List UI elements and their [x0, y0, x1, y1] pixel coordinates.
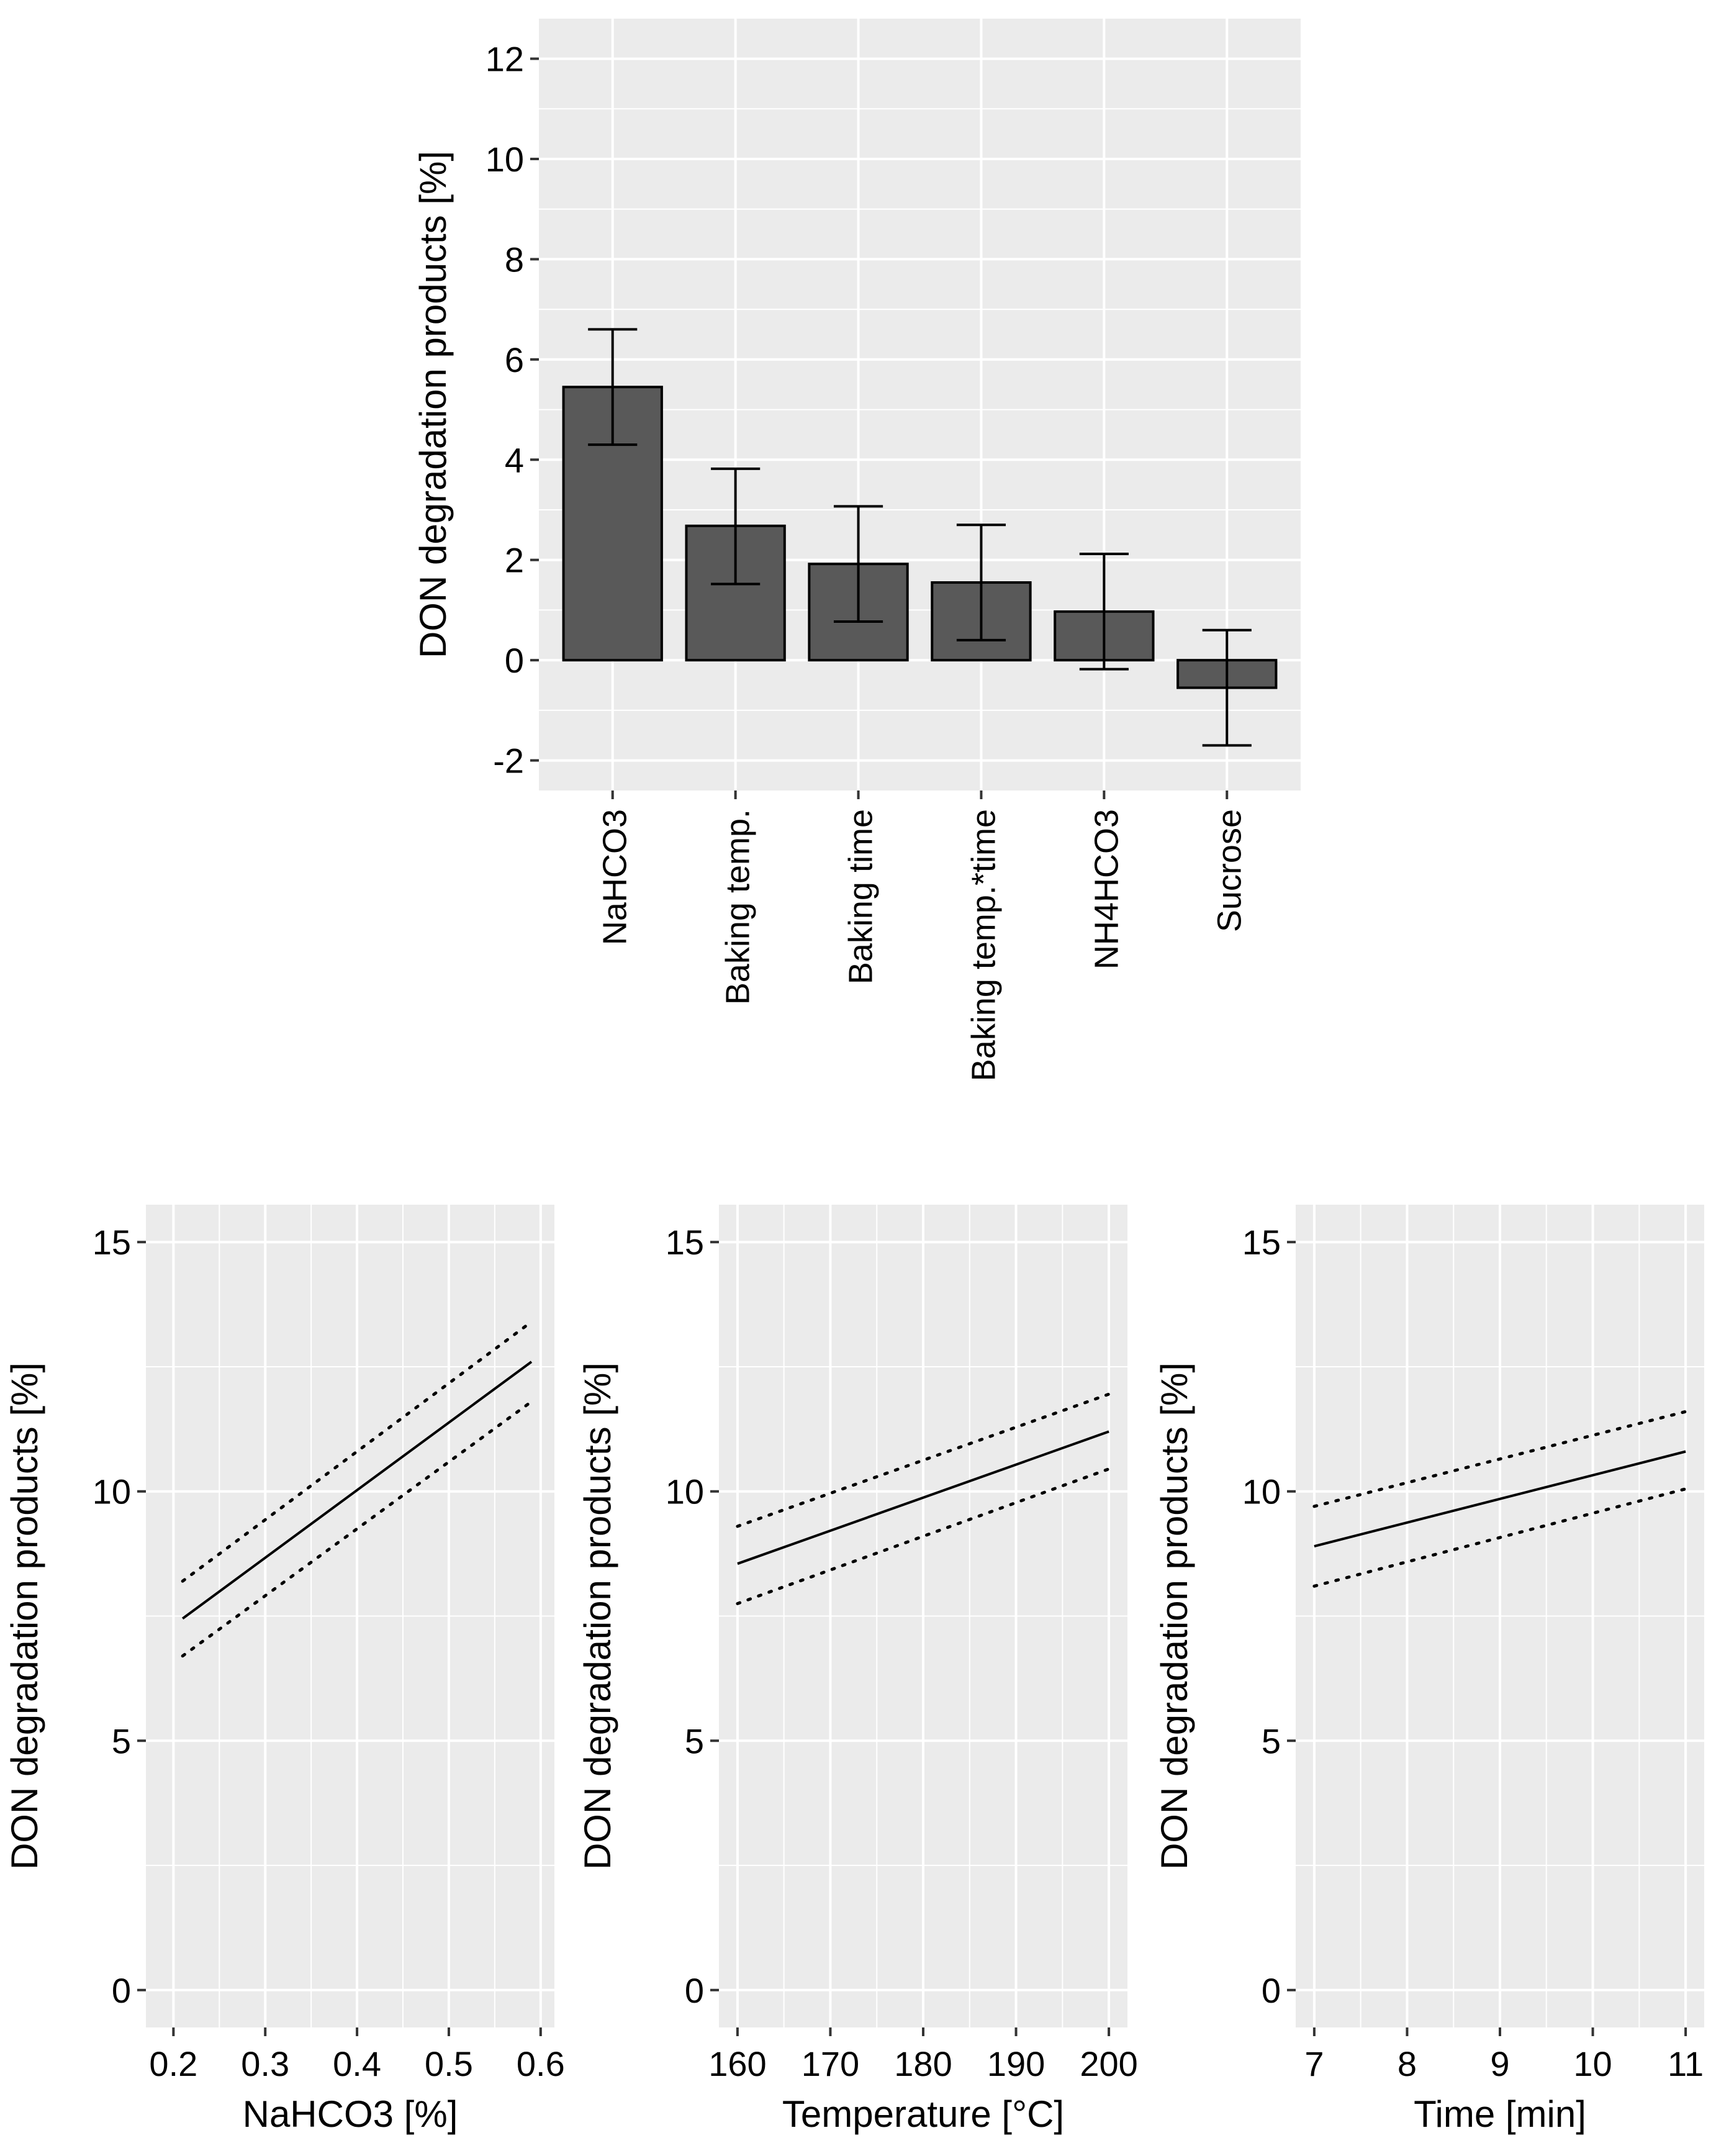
series-line-fit: [1314, 1450, 1686, 1548]
y-tick-label: 10: [485, 140, 524, 179]
y-axis-label: DON degradation products [%]: [412, 151, 454, 658]
error-bar-5: [1202, 628, 1252, 747]
chart-temperature: 160 170 180 190 200 Temperature [°C] 0 5 10 15 DON…: [577, 1205, 1138, 2135]
x-tick-label: Baking temp.*time: [965, 809, 1002, 1081]
chart-time: 7 8 9 10 11 Time [min] 0 5 10 15 DON degradation p…: [1154, 1205, 1704, 2135]
y-tick-label: 5: [1262, 1721, 1281, 1760]
y-tick-label: 5: [685, 1721, 704, 1760]
y-axis-label: DON degradation products [%]: [4, 1362, 45, 1870]
y-tick-label: 10: [666, 1472, 704, 1511]
y-tick-label: -2: [493, 741, 524, 781]
error-bar-4: [1079, 553, 1129, 671]
y-tick-label: 8: [505, 240, 524, 279]
error-bar-1: [711, 467, 761, 586]
x-tick-label: 0.6: [517, 2044, 565, 2083]
y-tick-label: 2: [505, 541, 524, 580]
y-axis-label: DON degradation products [%]: [577, 1362, 618, 1870]
y-tick-label: 0: [685, 1971, 704, 2010]
x-tick-label: 0.2: [149, 2044, 197, 2083]
panel-background: [539, 19, 1301, 790]
x-tick-label: 11: [1668, 2044, 1704, 2083]
y-tick-label: 0: [1262, 1971, 1281, 2010]
series-line-upper: [736, 1392, 1111, 1528]
x-tick-label: NH4HCO3: [1088, 809, 1125, 969]
y-tick-label: 12: [485, 40, 524, 79]
chart-nahco3: 0.2 0.3 0.4 0.5 0.6 NaHCO3 [%] 0 5 10 15 DON degra…: [4, 1205, 565, 2135]
x-tick-label: 7: [1304, 2044, 1324, 2083]
x-tick-label: 170: [802, 2044, 859, 2083]
y-axis-label: DON degradation products [%]: [1154, 1362, 1195, 1870]
x-axis-label: Temperature [°C]: [782, 2093, 1064, 2135]
x-axis-label: Time [min]: [1414, 2093, 1586, 2135]
x-tick-label: 0.4: [333, 2044, 381, 2083]
x-tick-label: 180: [894, 2044, 952, 2083]
x-tick-label: 10: [1573, 2044, 1612, 2083]
y-tick-label: 6: [505, 340, 524, 379]
x-tick-label: Sucrose: [1211, 809, 1248, 932]
x-tick-label: Baking temp.: [720, 809, 757, 1005]
error-bar-0: [588, 328, 638, 446]
series-line-lower: [736, 1467, 1111, 1605]
series-line-lower: [1312, 1487, 1687, 1588]
y-tick-label: 0: [505, 641, 524, 680]
y-tick-label: 15: [1242, 1223, 1281, 1262]
x-tick-label: 9: [1490, 2044, 1509, 2083]
x-tick-label: 0.3: [241, 2044, 289, 2083]
error-bar-3: [956, 523, 1006, 641]
y-tick-label: 10: [1242, 1472, 1281, 1511]
y-tick-label: 4: [505, 440, 524, 479]
x-tick-label: 190: [987, 2044, 1045, 2083]
x-axis-label: NaHCO3 [%]: [243, 2093, 458, 2135]
x-tick-label: 8: [1398, 2044, 1417, 2083]
y-tick-label: 10: [93, 1472, 131, 1511]
series-line-lower: [181, 1400, 533, 1658]
series-line-fit: [737, 1430, 1109, 1565]
x-tick-label: NaHCO3: [597, 809, 634, 945]
y-tick-label: 0: [112, 1971, 131, 2010]
x-tick-label: 160: [708, 2044, 766, 2083]
x-tick-label: 0.5: [425, 2044, 473, 2083]
series-line-fit: [181, 1361, 533, 1620]
y-tick-label: 15: [93, 1223, 131, 1262]
y-tick-label: 5: [112, 1721, 131, 1760]
series-line-upper: [1312, 1410, 1687, 1508]
error-bar-2: [833, 505, 883, 623]
x-tick-label: 200: [1080, 2044, 1137, 2083]
x-tick-label: Baking time: [842, 809, 880, 984]
y-tick-label: 15: [666, 1223, 704, 1262]
chart-effects: NaHCO3 Baking temp. Baking time Baking temp…: [412, 19, 1301, 1081]
